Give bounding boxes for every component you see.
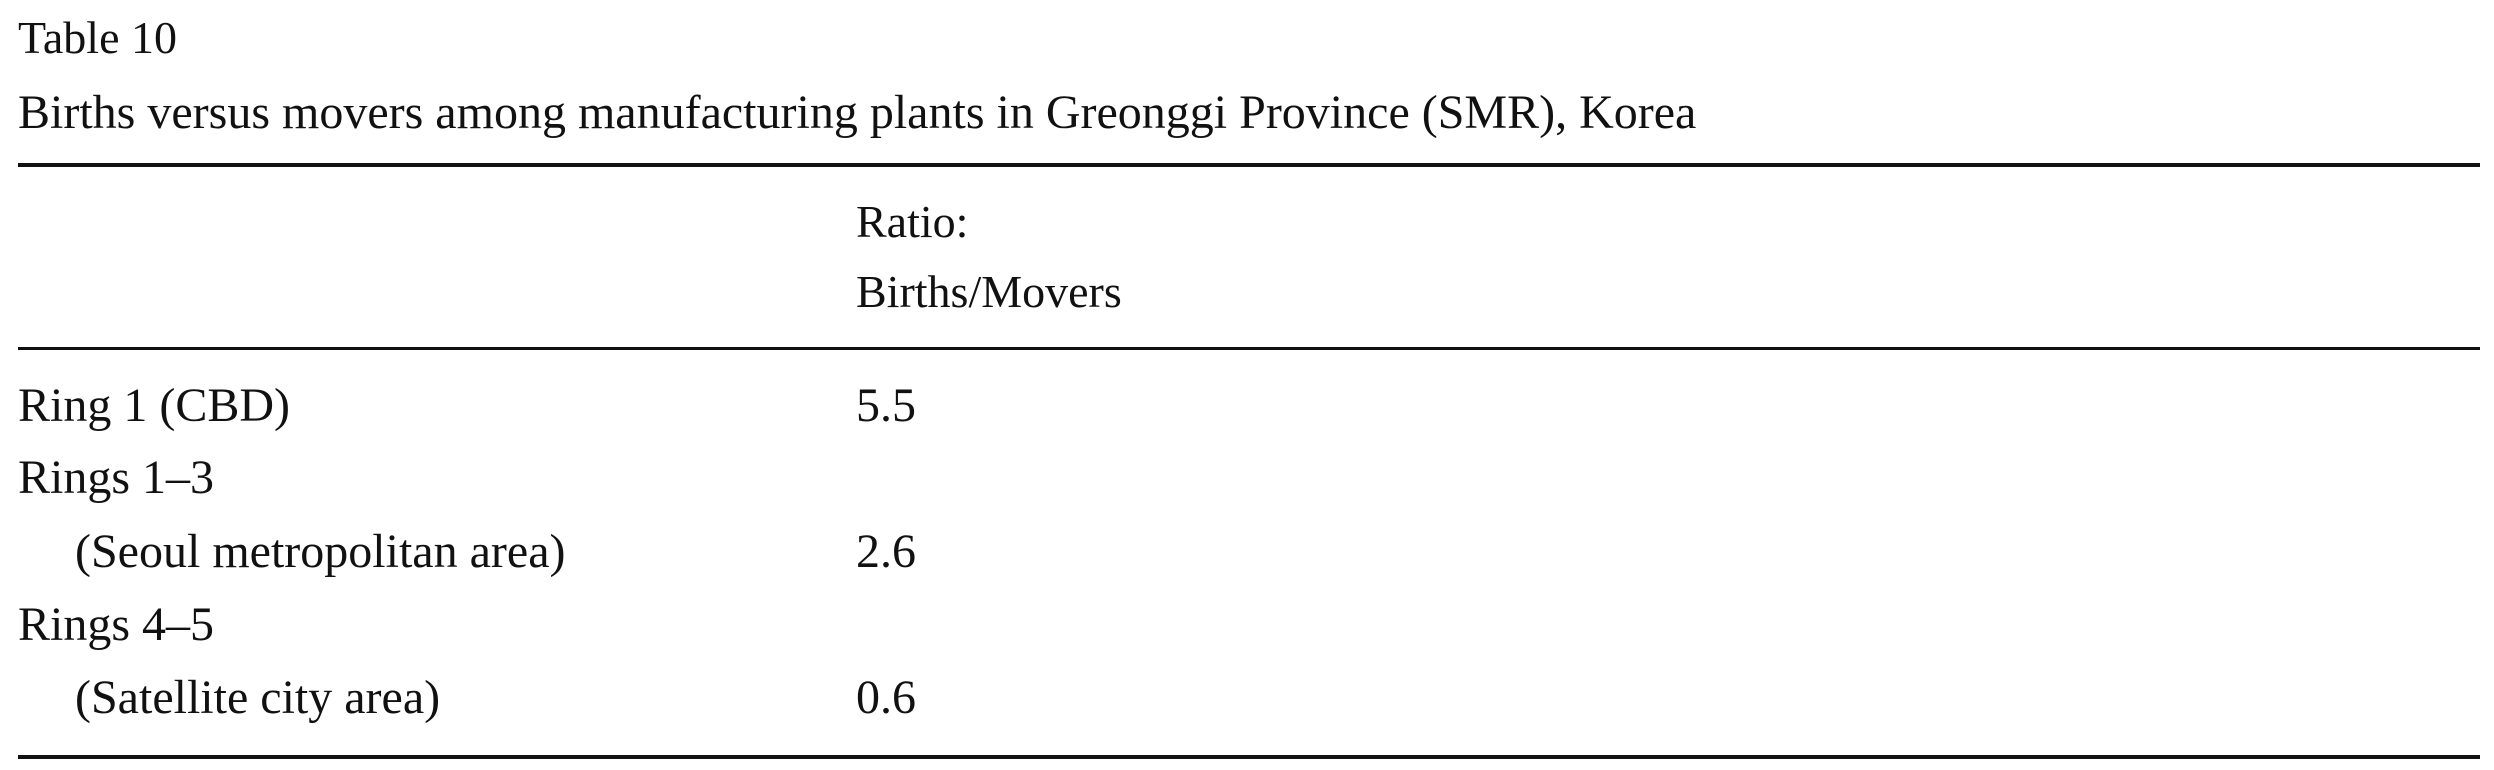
table-title: Births versus movers among manufacturing…: [18, 86, 1697, 139]
table-number: Table 10: [18, 12, 178, 63]
top-rule: [18, 163, 2480, 167]
row-value-seoul-metro: 2.6: [856, 525, 916, 578]
row-value-ring-1: 5.5: [856, 379, 916, 432]
row-label-ring-1: Ring 1 (CBD): [18, 379, 291, 432]
bottom-rule: [18, 755, 2480, 759]
column-header: Ratio: Births/Movers: [856, 187, 1122, 327]
column-header-line-2: Births/Movers: [856, 266, 1122, 317]
row-label-satellite-city: (Satellite city area): [75, 671, 441, 724]
row-label-seoul-metro: (Seoul metropolitan area): [75, 525, 566, 578]
column-header-line-1: Ratio:: [856, 196, 969, 247]
header-rule: [18, 347, 2480, 350]
row-label-rings-4-5: Rings 4–5: [18, 598, 215, 651]
row-label-rings-1-3: Rings 1–3: [18, 451, 215, 504]
row-value-satellite-city: 0.6: [856, 671, 916, 724]
